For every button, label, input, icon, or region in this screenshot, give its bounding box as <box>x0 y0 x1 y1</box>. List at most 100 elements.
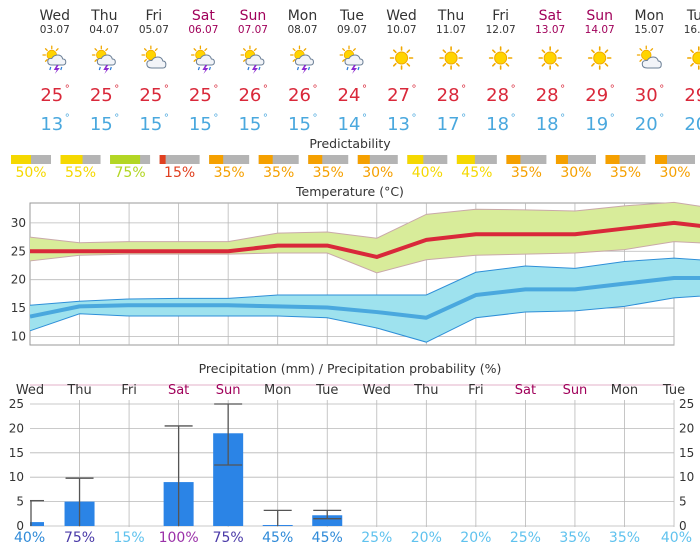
max-temp: 26 <box>288 85 311 106</box>
max-temp: 25 <box>40 85 63 106</box>
predictability-value: 35% <box>313 165 344 181</box>
predictability-bar-track <box>655 155 696 164</box>
predictability-bar-fill <box>110 155 141 164</box>
min-temp-unit: ° <box>659 113 664 124</box>
precip-day-label: Thu <box>413 383 438 398</box>
min-temp: 20 <box>684 114 700 135</box>
max-temp-unit: ° <box>461 84 466 95</box>
temperature-y-tick: 15 <box>11 301 26 315</box>
predictability-bar-fill <box>605 155 620 164</box>
precip-day-label: Sun <box>563 383 588 398</box>
partly-cloudy-icon <box>636 45 663 69</box>
predictability-bar-track <box>555 155 596 164</box>
sun-icon <box>389 46 414 70</box>
predictability-bar-track <box>357 155 398 164</box>
temperature-title: Temperature (°C) <box>295 184 404 199</box>
precip-day-label: Tue <box>315 383 338 398</box>
max-temp-unit: ° <box>114 84 119 95</box>
max-temp-unit: ° <box>164 84 169 95</box>
day-name: Tue <box>339 8 364 24</box>
min-temp: 15 <box>288 114 311 135</box>
max-temp: 25 <box>189 85 212 106</box>
precipitation-title: Precipitation (mm) / Precipitation proba… <box>199 361 502 376</box>
max-temp-unit: ° <box>412 84 417 95</box>
precip-y-tick-left: 5 <box>16 495 24 509</box>
precip-probability: 25% <box>510 530 541 546</box>
min-temp: 13 <box>40 114 63 135</box>
min-temp-range-band-lower-edge <box>29 295 700 343</box>
precip-day-label: Mon <box>611 383 638 398</box>
min-temp-unit: ° <box>213 113 218 124</box>
sun-icon <box>439 46 463 70</box>
temperature-y-tick: 10 <box>11 329 26 343</box>
day-date: 03.07 <box>40 24 70 36</box>
predictability-title: Predictability <box>309 136 391 151</box>
day-date: 05.07 <box>139 24 169 36</box>
predictability-bar-fill <box>159 155 166 164</box>
precip-day-label: Tue <box>662 383 685 398</box>
max-temp-unit: ° <box>65 84 70 95</box>
day-name: Thu <box>90 8 117 24</box>
precip-day-label: Thu <box>66 383 91 398</box>
precip-probability: 40% <box>661 530 692 546</box>
day-date: 12.07 <box>486 24 516 36</box>
min-temp: 17 <box>437 114 460 135</box>
max-temp: 26 <box>238 85 261 106</box>
day-date: 15.07 <box>634 24 664 36</box>
max-temp: 30 <box>635 85 658 106</box>
max-temp: 28 <box>536 85 559 106</box>
predictability-value: 50% <box>15 165 46 181</box>
predictability-value: 75% <box>115 165 146 181</box>
precip-y-tick-right: 25 <box>679 397 694 411</box>
min-temp-range-band-upper-edge <box>29 257 700 306</box>
day-date: 16.07 <box>684 24 700 36</box>
precip-probability: 100% <box>159 530 199 546</box>
precip-day-label: Sat <box>168 383 189 398</box>
precip-y-tick-left: 15 <box>9 446 24 460</box>
min-temp-unit: ° <box>560 113 565 124</box>
day-name: Tue <box>686 8 700 24</box>
predictability-bar-fill <box>308 155 323 164</box>
predictability-bar-fill <box>407 155 424 164</box>
predictability-bar-track <box>605 155 646 164</box>
day-name: Sat <box>192 8 215 24</box>
predictability-value: 35% <box>263 165 294 181</box>
day-date: 11.07 <box>436 24 466 36</box>
thunderstorm-sun-icon <box>289 45 315 75</box>
day-name: Wed <box>40 8 71 24</box>
predictability-bar-fill <box>357 155 370 164</box>
predictability-bar-fill <box>11 155 31 164</box>
thunderstorm-sun-icon <box>91 45 117 75</box>
day-name: Fri <box>146 8 163 24</box>
max-temp: 24 <box>338 85 361 106</box>
thunderstorm-sun-icon <box>240 45 265 75</box>
max-temp-unit: ° <box>560 84 565 95</box>
min-temp-unit: ° <box>312 113 317 124</box>
sun-icon <box>587 46 612 70</box>
min-temp-range-band <box>30 258 700 343</box>
day-date: 06.07 <box>188 24 218 36</box>
precip-probability: 35% <box>609 530 640 546</box>
precip-y-tick-right: 10 <box>679 470 694 484</box>
predictability-bar-fill <box>555 155 568 164</box>
predictability-bar-fill <box>209 155 224 164</box>
partly-cloudy-icon <box>141 45 167 69</box>
max-temp-range-band-lower-edge <box>29 241 700 274</box>
max-temp: 25 <box>139 85 162 106</box>
precip-probability: 45% <box>262 530 293 546</box>
precip-day-label: Wed <box>16 383 44 398</box>
min-temp: 19 <box>585 114 608 135</box>
min-temp: 18 <box>486 114 509 135</box>
day-name: Thu <box>437 8 464 24</box>
max-temp: 28 <box>486 85 509 106</box>
max-temp: 25 <box>90 85 113 106</box>
min-temp-unit: ° <box>412 113 417 124</box>
min-temp: 15 <box>139 114 162 135</box>
precip-y-tick-left: 20 <box>9 421 24 435</box>
max-temp: 27 <box>387 85 410 106</box>
predictability-value: 40% <box>412 165 443 181</box>
min-temp-unit: ° <box>114 113 119 124</box>
precip-y-tick-left: 0 <box>16 519 24 533</box>
predictability-value: 30% <box>362 165 393 181</box>
min-temp: 18 <box>536 114 559 135</box>
